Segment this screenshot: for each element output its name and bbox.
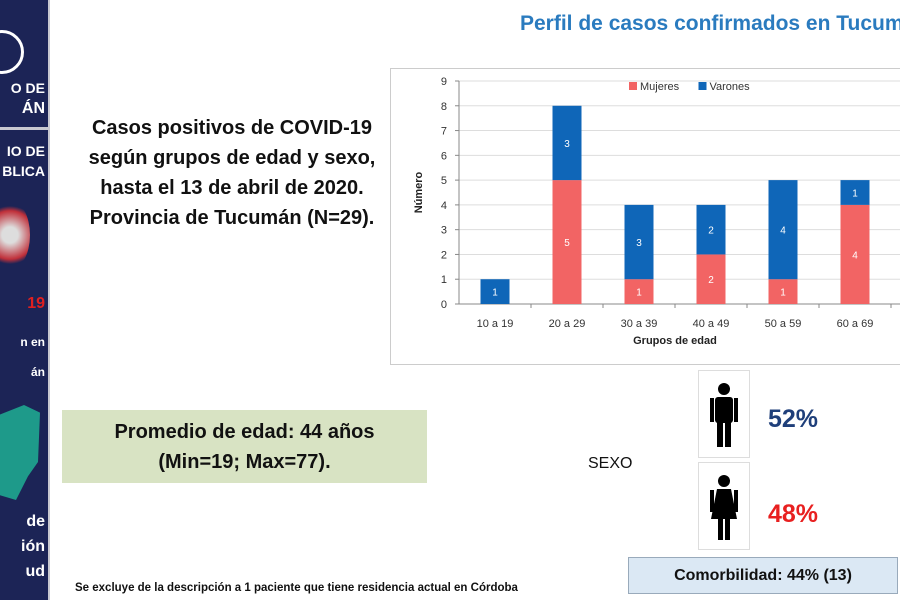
y-tick-label: 9 xyxy=(441,76,447,88)
female-icon xyxy=(710,475,738,540)
legend-swatch xyxy=(698,82,707,90)
sidebar-text: de xyxy=(26,513,45,530)
footnote: Se excluye de la descripción a 1 pacient… xyxy=(75,582,518,594)
legend-label: Mujeres xyxy=(640,81,680,93)
data-label: 5 xyxy=(564,238,570,249)
y-tick-label: 8 xyxy=(441,101,447,113)
x-tick-label: 60 a 69 xyxy=(837,318,874,330)
sidebar-text: IO DE xyxy=(6,143,45,159)
data-label: 2 xyxy=(708,226,714,237)
sidebar-text: án xyxy=(30,365,45,379)
comorbidity-box: Comorbilidad: 44% (13) xyxy=(628,557,898,594)
bar-mujeres xyxy=(624,279,654,304)
sidebar-text: BLICA xyxy=(2,163,45,179)
chart-container: 0 1 2 3 4 5 6 7 8 9 10 a 19 1 20 a 29 5 3 30 a 39 1 3 40 a… xyxy=(390,68,900,365)
bar-mujeres xyxy=(696,254,726,304)
data-label: 3 xyxy=(636,238,642,249)
bar-mujeres xyxy=(768,279,798,304)
virus-icon xyxy=(0,200,30,270)
y-tick-label: 1 xyxy=(441,274,447,286)
bar-varones xyxy=(696,204,726,255)
x-tick-label: 10 a 19 xyxy=(477,318,514,330)
female-icon-box xyxy=(698,462,750,550)
sidebar-text: 19 xyxy=(27,295,45,312)
male-icon-box xyxy=(698,370,750,458)
male-icon xyxy=(710,383,738,447)
average-age: Promedio de edad: 44 años xyxy=(114,421,375,443)
data-label: 1 xyxy=(852,189,858,200)
bar-varones xyxy=(552,105,582,181)
bar-mujeres xyxy=(840,204,870,304)
x-tick-label: 20 a 29 xyxy=(549,318,586,330)
data-label: 3 xyxy=(564,139,570,150)
x-tick-label: 30 a 39 xyxy=(621,318,658,330)
legend-label: Varones xyxy=(710,81,751,93)
sidebar: O DE ÁN IO DE BLICA 19 n en án de ión ud xyxy=(0,0,50,600)
bar-varones xyxy=(624,204,654,280)
sex-label: SEXO xyxy=(588,455,633,472)
sidebar-text: n en xyxy=(20,335,45,349)
x-axis-title: Grupos de edad xyxy=(633,335,717,347)
x-tick-label: 40 a 49 xyxy=(693,318,730,330)
bar-varones xyxy=(768,180,798,280)
data-label: 4 xyxy=(780,226,786,237)
data-label: 4 xyxy=(852,250,858,261)
bar-chart: 0 1 2 3 4 5 6 7 8 9 10 a 19 1 20 a 29 5 3 30 a 39 1 3 40 a… xyxy=(413,76,900,347)
sidebar-text: ión xyxy=(21,538,45,555)
x-tick-label: 50 a 59 xyxy=(765,318,802,330)
sidebar-text: ud xyxy=(25,563,45,580)
y-tick-label: 3 xyxy=(441,225,447,237)
y-tick-label: 0 xyxy=(441,299,447,311)
male-percentage: 52% xyxy=(768,405,819,433)
y-tick-label: 7 xyxy=(441,126,447,138)
map-icon xyxy=(0,405,40,500)
age-range: (Min=19; Max=77). xyxy=(158,451,331,473)
data-label: 2 xyxy=(708,275,714,286)
data-label: 1 xyxy=(492,288,498,299)
average-age-box: Promedio de edad: 44 años (Min=19; Max=7… xyxy=(62,410,427,483)
y-axis-title: Número xyxy=(413,171,425,213)
sidebar-text: ÁN xyxy=(21,100,45,117)
y-tick-label: 6 xyxy=(441,150,447,162)
y-tick-label: 5 xyxy=(441,175,447,187)
bar-varones xyxy=(480,279,510,304)
bar-varones xyxy=(840,180,870,205)
female-percentage: 48% xyxy=(768,500,819,528)
bar-mujeres xyxy=(552,180,582,304)
sidebar-text: O DE xyxy=(10,80,45,96)
divider xyxy=(0,127,48,130)
y-tick-label: 2 xyxy=(441,249,447,261)
data-label: 1 xyxy=(780,288,786,299)
y-tick-label: 4 xyxy=(441,200,447,212)
legend-swatch xyxy=(629,82,637,90)
page-title: Perfil de casos confirmados en Tucum xyxy=(520,12,900,35)
chart-description: Casos positivos de COVID-19 según grupos… xyxy=(88,117,376,229)
data-label: 1 xyxy=(636,288,642,299)
